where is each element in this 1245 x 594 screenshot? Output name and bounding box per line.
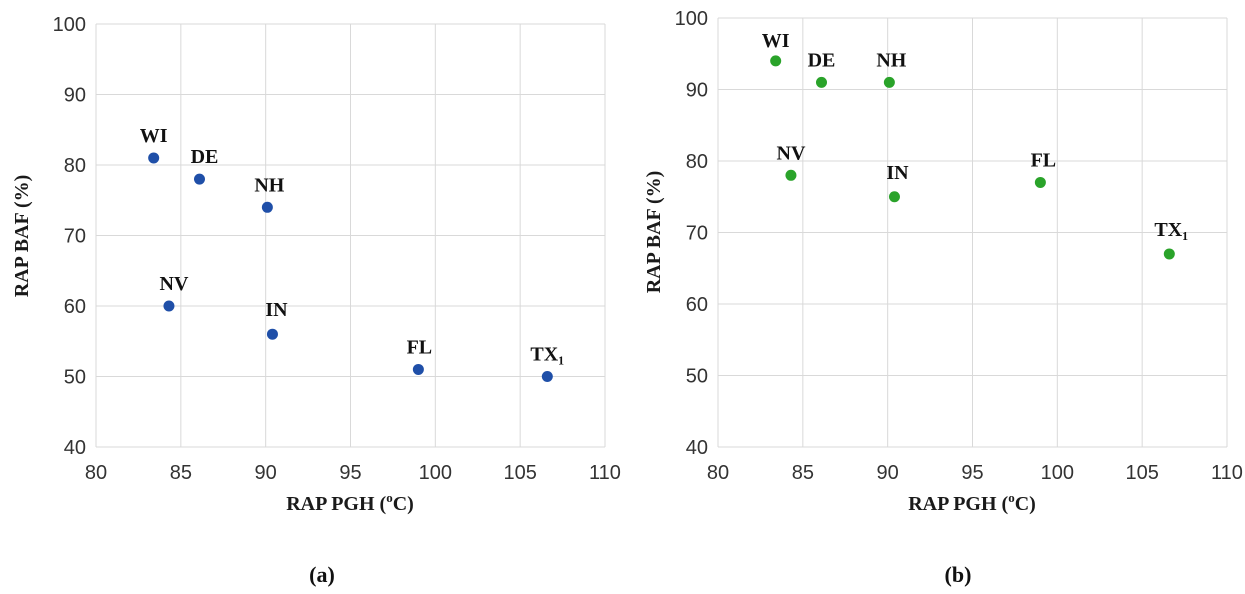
x-tick-label: 95 — [961, 462, 983, 484]
point-label: FL — [407, 336, 433, 358]
x-tick-label: 110 — [589, 462, 621, 484]
data-point — [412, 363, 424, 375]
data-point — [815, 76, 827, 88]
y-tick-label: 60 — [686, 294, 708, 316]
y-tick-label: 60 — [64, 296, 86, 318]
data-point — [770, 55, 782, 67]
y-tick-label: 80 — [686, 151, 708, 173]
data-point — [1163, 248, 1175, 260]
y-tick-label: 90 — [686, 80, 708, 102]
point-label: NH — [876, 49, 906, 71]
x-tick-label: 100 — [419, 462, 452, 484]
data-point — [163, 300, 175, 312]
data-point — [785, 169, 797, 181]
y-tick-label: 100 — [53, 14, 86, 36]
x-tick-label: 105 — [503, 462, 536, 484]
y-tick-label: 50 — [64, 367, 86, 389]
y-tick-label: 100 — [675, 8, 708, 30]
point-label: WI — [140, 125, 168, 147]
point-label: IN — [265, 299, 288, 321]
x-tick-label: 95 — [339, 462, 361, 484]
data-point — [888, 191, 900, 203]
point-label: FL — [1031, 149, 1057, 171]
point-label: NH — [254, 174, 284, 196]
point-label: IN — [886, 162, 909, 184]
x-tick-label: 90 — [877, 462, 899, 484]
x-axis-title: RAP PGH (oC) — [908, 490, 1036, 515]
data-point — [261, 201, 273, 213]
y-tick-label: 70 — [686, 223, 708, 245]
point-label: DE — [808, 49, 836, 71]
y-tick-label: 40 — [64, 437, 86, 459]
caption-a: (a) — [309, 562, 335, 587]
data-point — [1034, 176, 1046, 188]
x-tick-label: 85 — [170, 462, 192, 484]
x-tick-label: 80 — [85, 462, 107, 484]
y-tick-label: 90 — [64, 85, 86, 107]
point-label: NV — [160, 273, 189, 295]
point-label: DE — [191, 146, 219, 168]
data-point — [193, 173, 205, 185]
caption-b: (b) — [945, 562, 972, 587]
y-axis-title: RAP BAF (%) — [11, 175, 33, 298]
data-point — [541, 371, 553, 382]
x-tick-label: 100 — [1041, 462, 1074, 484]
x-tick-label: 85 — [792, 462, 814, 484]
point-label: NV — [777, 142, 806, 164]
data-point — [148, 152, 160, 164]
y-tick-label: 70 — [64, 226, 86, 248]
data-point — [266, 328, 278, 340]
data-point — [883, 76, 895, 88]
y-tick-label: 50 — [686, 366, 708, 388]
y-axis-title: RAP BAF (%) — [643, 171, 665, 294]
x-tick-label: 105 — [1125, 462, 1158, 484]
x-tick-label: 90 — [255, 462, 277, 484]
point-label: WI — [762, 30, 790, 52]
point-label: TX₁ — [530, 344, 564, 366]
point-label: TX₁ — [1154, 219, 1188, 241]
x-tick-label: 80 — [707, 462, 729, 484]
y-tick-label: 80 — [64, 155, 86, 177]
x-tick-label: 110 — [1211, 462, 1243, 484]
y-tick-label: 40 — [686, 437, 708, 459]
x-axis-title: RAP PGH (oC) — [286, 490, 414, 515]
